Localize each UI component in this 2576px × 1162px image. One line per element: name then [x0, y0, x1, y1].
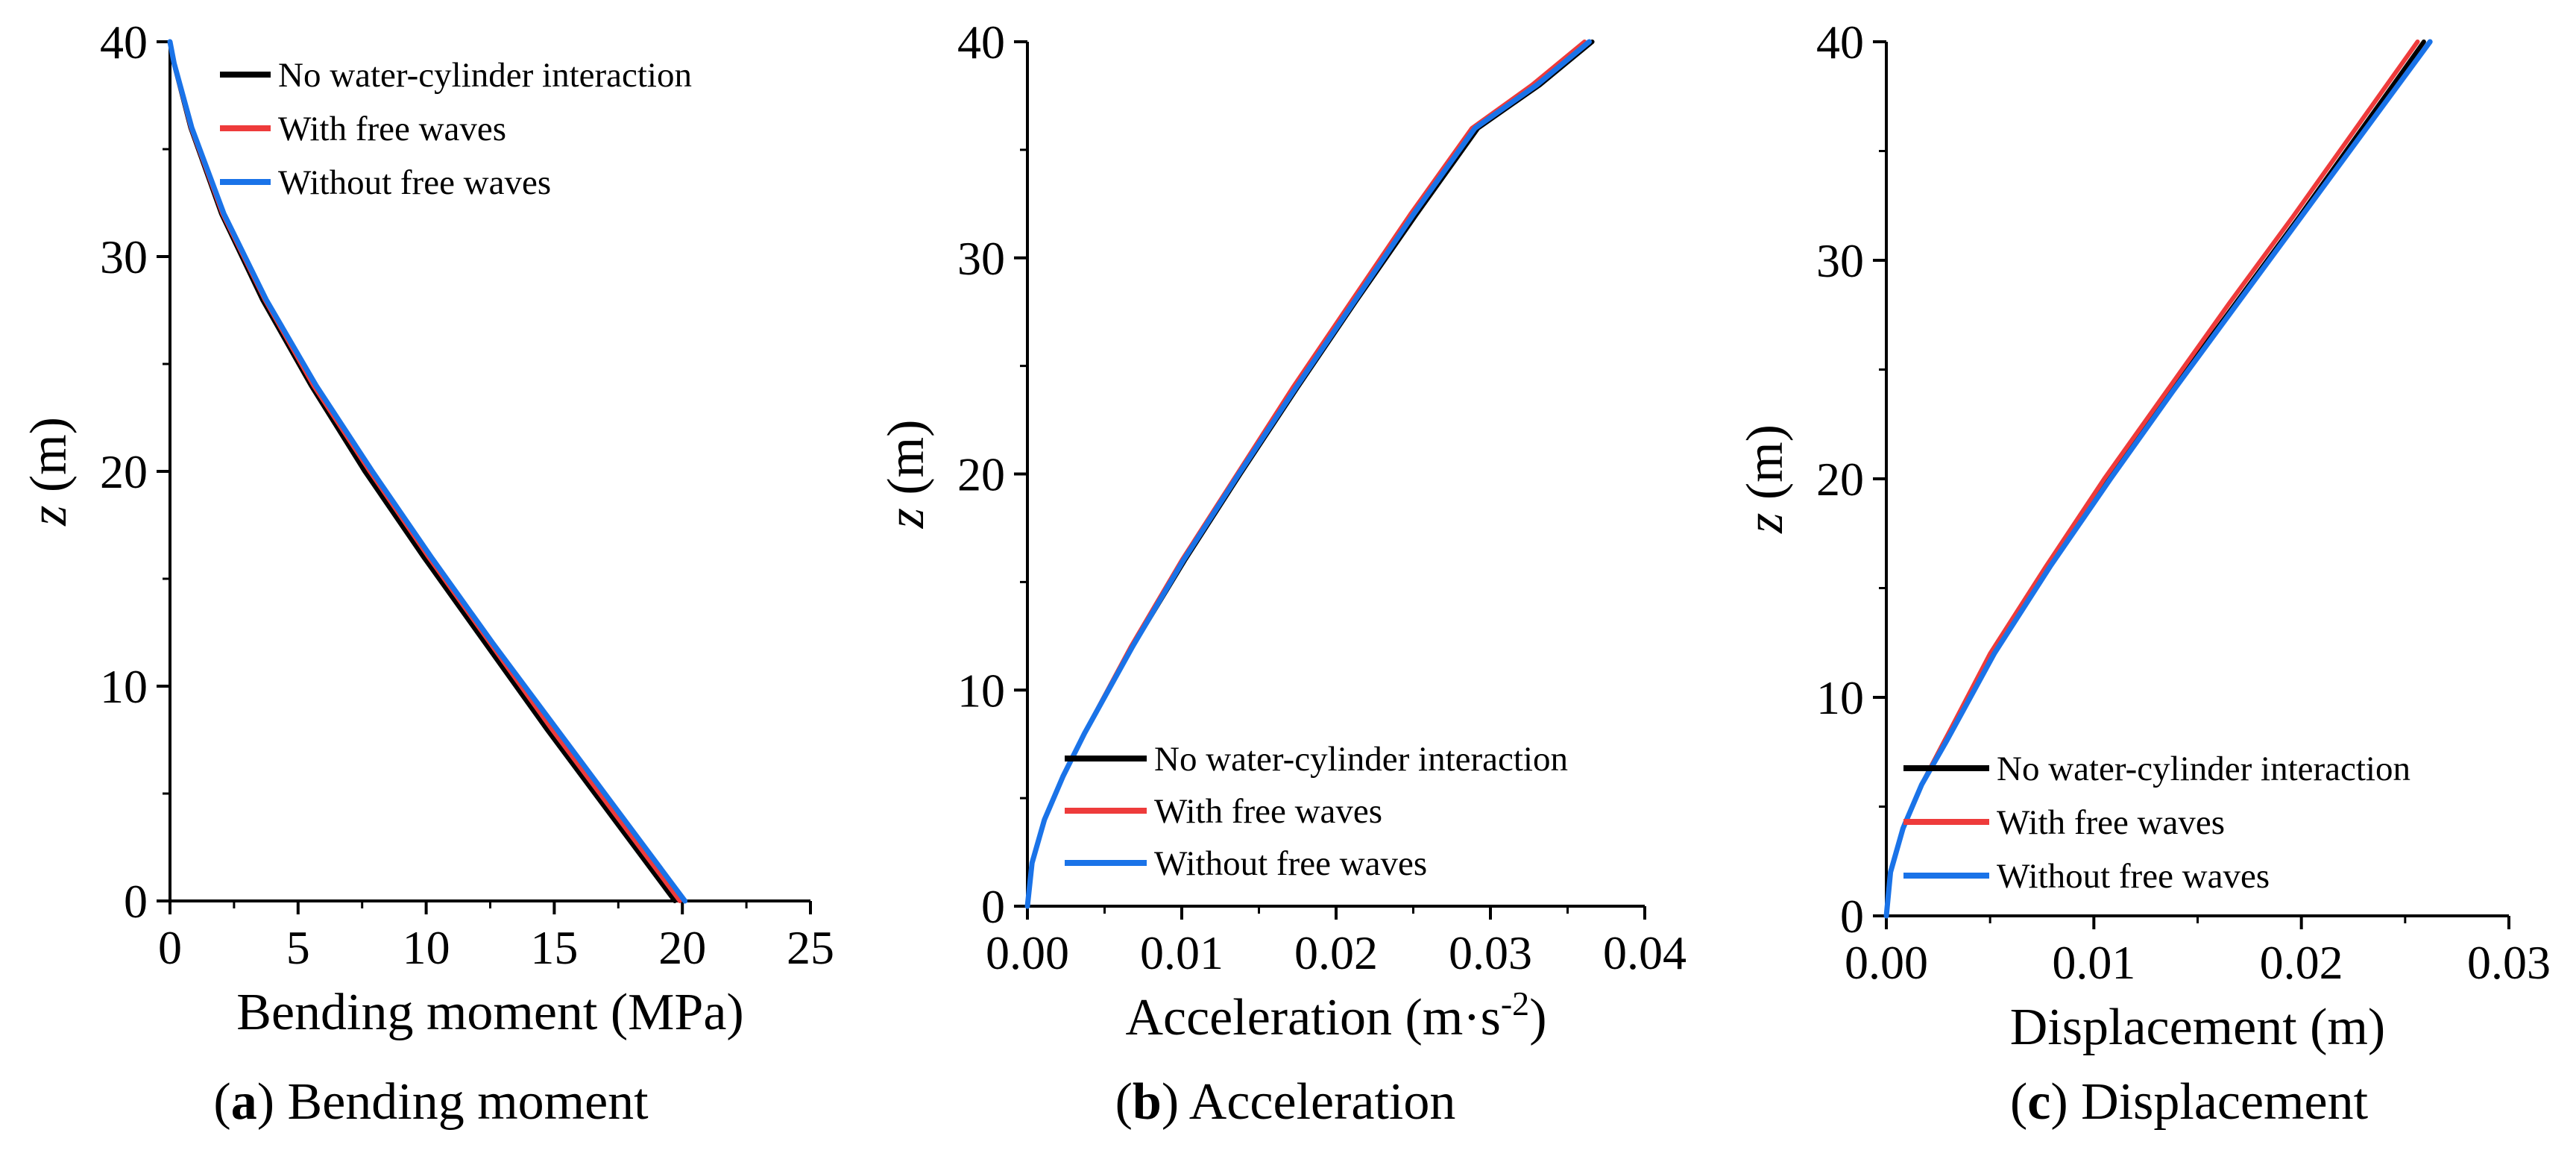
x-axis-title: Displacement (m)	[2010, 999, 2385, 1056]
series-line-without-free-waves	[1883, 39, 2433, 919]
x-tick-label: 10	[403, 921, 450, 974]
y-tick-label: 10	[100, 660, 148, 713]
legend-label: With free waves	[278, 110, 506, 148]
y-tick-label: 30	[100, 230, 148, 283]
x-tick-label: 0.03	[2467, 936, 2551, 989]
y-tick-label: 10	[957, 664, 1005, 717]
legend-label: With free waves	[1154, 792, 1382, 831]
y-tick-label: 20	[1816, 453, 1864, 506]
legend-label: No water-cylinder interaction	[278, 56, 692, 95]
legend-label: No water-cylinder interaction	[1997, 750, 2410, 788]
legend: No water-cylinder interaction With free w…	[1903, 750, 2410, 896]
x-tick-label: 0.01	[1140, 926, 1224, 979]
y-tick-label: 0	[1840, 890, 1864, 943]
y-tick-label: 40	[1816, 16, 1864, 69]
x-tick-label: 0.01	[2052, 936, 2135, 989]
y-tick-label: 40	[957, 16, 1005, 69]
x-tick-label: 0.00	[1845, 936, 1928, 989]
x-tick-label: 0	[158, 921, 182, 974]
y-tick-label: 30	[957, 232, 1005, 285]
legend: No water-cylinder interaction With free w…	[220, 56, 692, 202]
y-tick-label: 0	[981, 880, 1005, 933]
x-tick-label: 0.03	[1449, 926, 1532, 979]
chart-panel-a: 0 5 10 15 20 25 0 10 20 30 40 No water-cylinder int…	[20, 16, 834, 1131]
x-axis-title: Acceleration (m·s-2)	[1125, 984, 1546, 1046]
series-line-without-free-waves	[167, 39, 688, 904]
panel-caption: (a) Bending moment	[213, 1073, 649, 1131]
x-tick-label: 0.04	[1603, 926, 1687, 979]
chart-panel-b: 0.00 0.01 0.02 0.03 0.04 0 10 20 30 40 No water-cy…	[878, 16, 1687, 1131]
legend-label: Without free waves	[278, 163, 551, 202]
y-axis-title: z (m)	[20, 417, 78, 527]
y-axis-title: z (m)	[878, 420, 935, 530]
panel-caption: (b) Acceleration	[1115, 1073, 1456, 1131]
x-axis-title: Bending moment (MPa)	[236, 984, 743, 1041]
legend-label: Without free waves	[1154, 844, 1427, 883]
panel-caption: (c) Displacement	[2010, 1073, 2369, 1131]
x-tick-label: 0.00	[986, 926, 1069, 979]
y-tick-label: 20	[100, 445, 148, 498]
x-tick-label: 0.02	[2260, 936, 2343, 989]
x-tick-label: 20	[658, 921, 706, 974]
y-tick-label: 30	[1816, 234, 1864, 287]
series-line-without-free-waves	[1024, 39, 1592, 909]
x-tick-label: 5	[286, 921, 310, 974]
x-tick-label: 25	[787, 921, 834, 974]
legend-label: Without free waves	[1997, 857, 2270, 896]
y-tick-label: 10	[1816, 671, 1864, 724]
legend-label: No water-cylinder interaction	[1154, 740, 1568, 779]
chart-panel-c: 0.00 0.01 0.02 0.03 0 10 20 30 40 No water-cylind…	[1736, 16, 2551, 1131]
x-tick-label: 15	[530, 921, 578, 974]
y-tick-label: 20	[957, 448, 1005, 501]
y-tick-label: 0	[124, 875, 148, 928]
x-tick-label: 0.02	[1294, 926, 1378, 979]
legend-label: With free waves	[1997, 803, 2225, 842]
legend: No water-cylinder interaction With free w…	[1065, 740, 1568, 883]
y-axis-title: z (m)	[1736, 424, 1794, 534]
y-tick-label: 40	[100, 16, 148, 69]
